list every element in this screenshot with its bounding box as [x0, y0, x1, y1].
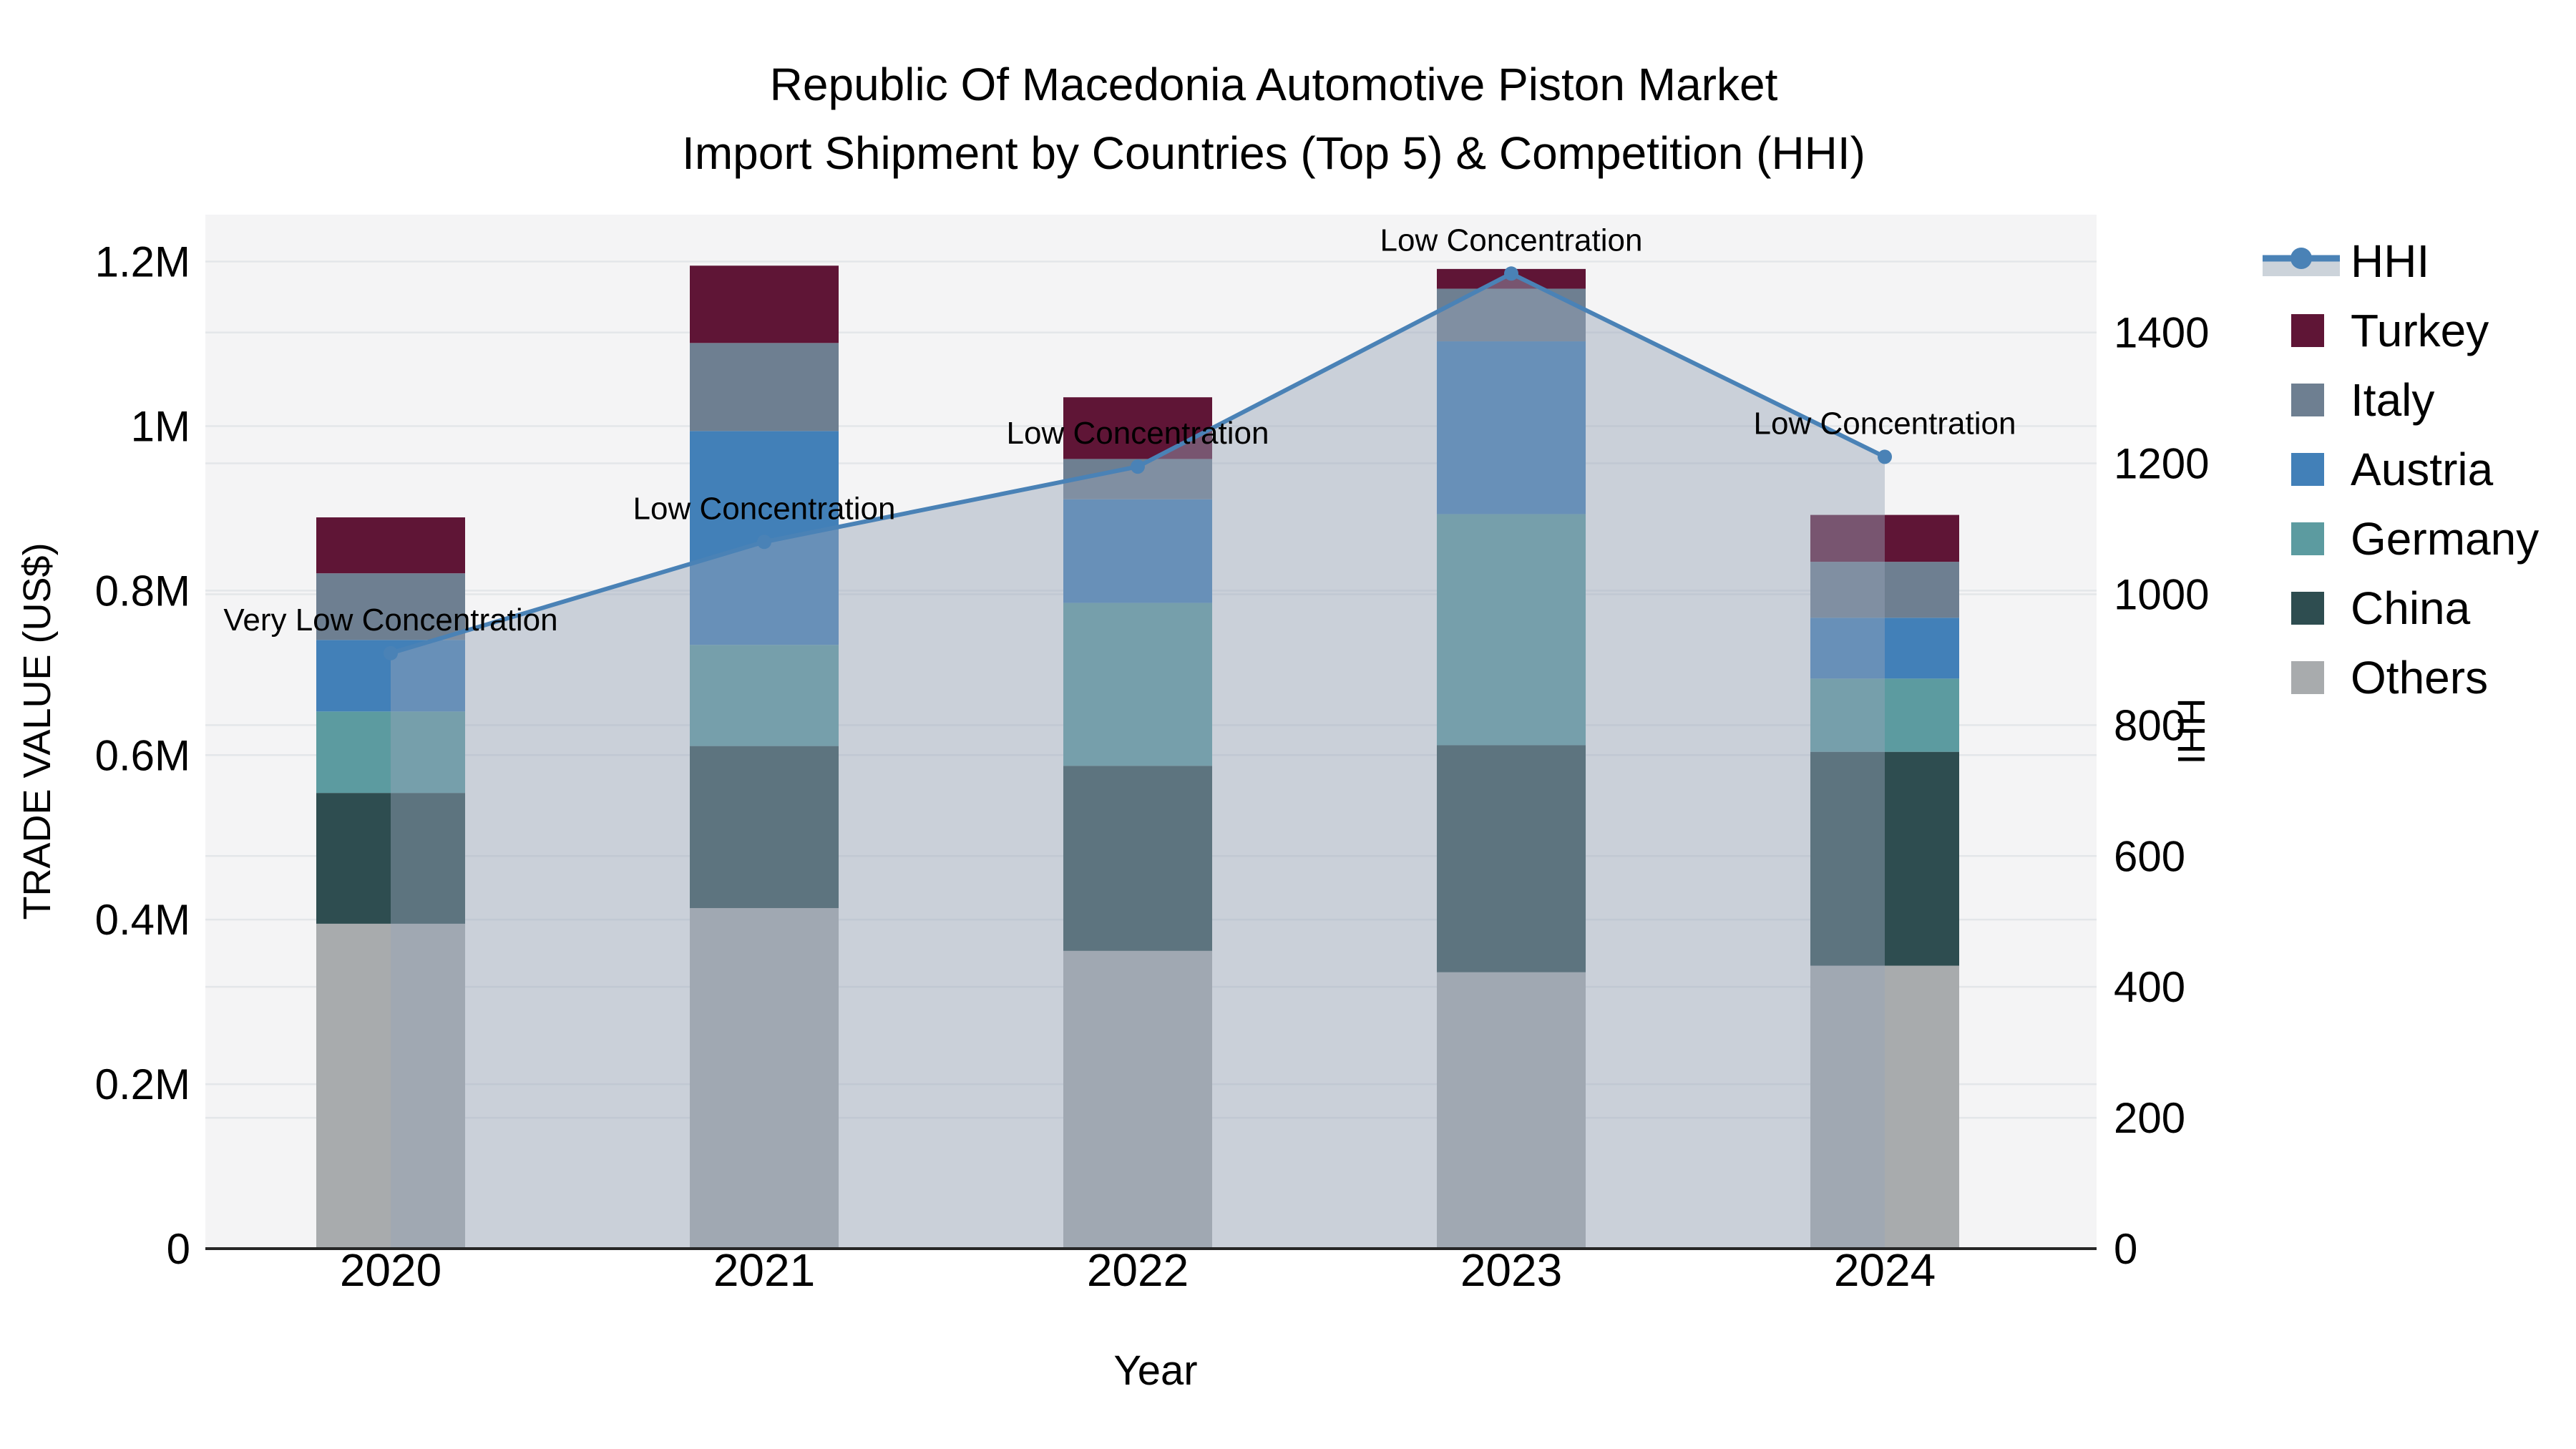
- chart-title-line2: Import Shipment by Countries (Top 5) & C…: [682, 127, 1865, 179]
- stacked-bars: [316, 265, 1959, 1249]
- right-tick-1400: 1400: [2114, 309, 2209, 357]
- right-axis-tick-labels: 0 200 400 600 800 1000 1200 1400: [2114, 309, 2209, 1273]
- legend-label-hhi: HHI: [2351, 235, 2429, 287]
- bar-segment-germany-2022: [1063, 602, 1212, 766]
- hhi-annotations: Very Low Concentration Low Concentration L…: [223, 223, 2016, 637]
- hhi-line-group: [384, 266, 1892, 660]
- left-tick-0.4M: 0.4M: [95, 896, 190, 944]
- legend-item-china: China: [2291, 582, 2471, 634]
- legend-label-italy: Italy: [2351, 374, 2434, 426]
- legend-swatch-germany: [2291, 522, 2324, 555]
- bar-segment-china-2021: [690, 746, 839, 909]
- annotation-2020: Very Low Concentration: [223, 602, 557, 638]
- legend-swatch-others: [2291, 661, 2324, 694]
- legend-label-china: China: [2351, 582, 2471, 634]
- bar-segment-italy-2020: [316, 573, 465, 640]
- legend-label-austria: Austria: [2351, 444, 2494, 495]
- bar-segment-china-2020: [316, 793, 465, 924]
- x-tick-2023: 2023: [1460, 1244, 1562, 1296]
- x-axis-title: Year: [1113, 1347, 1197, 1394]
- bar-segment-austria-2022: [1063, 499, 1212, 603]
- annotation-2024: Low Concentration: [1754, 406, 2016, 441]
- bar-segment-turkey-2024: [1810, 514, 1959, 562]
- x-tick-2024: 2024: [1834, 1244, 1936, 1296]
- bar-segment-germany-2021: [690, 645, 839, 746]
- legend: HHI Turkey Italy Austria Germany China Others: [2263, 235, 2539, 703]
- legend-label-others: Others: [2351, 652, 2488, 703]
- legend-swatch-china: [2291, 592, 2324, 625]
- right-tick-0: 0: [2114, 1225, 2137, 1273]
- bar-segment-germany-2023: [1437, 514, 1586, 746]
- bar-segment-china-2024: [1810, 751, 1959, 966]
- legend-label-turkey: Turkey: [2351, 305, 2489, 356]
- bar-segment-germany-2024: [1810, 678, 1959, 752]
- bar-segment-china-2022: [1063, 766, 1212, 951]
- bar-segment-others-2020: [316, 923, 465, 1249]
- left-tick-0: 0: [167, 1225, 190, 1273]
- left-axis-tick-labels: 0 0.2M 0.4M 0.6M 0.8M 1M 1.2M: [95, 238, 190, 1273]
- bar-segment-china-2023: [1437, 745, 1586, 972]
- legend-swatch-turkey: [2291, 314, 2324, 347]
- right-tick-1000: 1000: [2114, 570, 2209, 618]
- y-right-axis-title: HHI: [2170, 698, 2212, 765]
- legend-item-germany: Germany: [2291, 513, 2539, 565]
- legend-item-others: Others: [2291, 652, 2488, 703]
- legend-item-italy: Italy: [2291, 374, 2434, 426]
- legend-label-germany: Germany: [2351, 513, 2539, 565]
- x-axis-tick-labels: 2020 2021 2022 2023 2024: [340, 1244, 1936, 1296]
- legend-item-turkey: Turkey: [2291, 305, 2489, 356]
- bar-segment-austria-2023: [1437, 341, 1586, 514]
- right-tick-800: 800: [2114, 701, 2185, 749]
- hhi-point-2022: [1131, 459, 1145, 474]
- bar-segment-turkey-2021: [690, 265, 839, 343]
- hhi-point-2020: [384, 645, 398, 660]
- bar-segment-germany-2020: [316, 711, 465, 794]
- hhi-point-2023: [1504, 266, 1518, 281]
- left-tick-0.6M: 0.6M: [95, 731, 190, 779]
- y-left-axis-title: TRADE VALUE (US$): [16, 542, 59, 919]
- bar-segment-turkey-2020: [316, 517, 465, 574]
- bar-segment-others-2021: [690, 908, 839, 1249]
- right-tick-200: 200: [2114, 1094, 2185, 1142]
- left-tick-1M: 1M: [131, 402, 190, 450]
- left-tick-0.2M: 0.2M: [95, 1060, 190, 1108]
- bar-segment-turkey-2022: [1063, 397, 1212, 459]
- annotation-2023: Low Concentration: [1380, 223, 1643, 258]
- x-tick-2020: 2020: [340, 1244, 441, 1296]
- bar-segment-others-2022: [1063, 950, 1212, 1249]
- x-tick-2021: 2021: [713, 1244, 815, 1296]
- right-tick-400: 400: [2114, 963, 2185, 1011]
- left-tick-1.2M: 1.2M: [95, 238, 190, 286]
- bar-segment-italy-2021: [690, 343, 839, 431]
- bar-segment-austria-2024: [1810, 618, 1959, 679]
- legend-swatch-italy: [2291, 384, 2324, 416]
- x-tick-2022: 2022: [1087, 1244, 1189, 1296]
- bar-segment-italy-2024: [1810, 562, 1959, 618]
- right-tick-1200: 1200: [2114, 440, 2209, 488]
- legend-swatch-austria: [2291, 453, 2324, 486]
- right-tick-600: 600: [2114, 832, 2185, 880]
- legend-item-hhi: HHI: [2263, 235, 2429, 287]
- hhi-area-group: [391, 273, 1885, 1249]
- bar-segment-others-2023: [1437, 972, 1586, 1249]
- legend-item-austria: Austria: [2291, 444, 2494, 495]
- bar-segment-others-2024: [1810, 965, 1959, 1249]
- hhi-point-2024: [1878, 449, 1892, 464]
- annotation-2021: Low Concentration: [633, 491, 896, 526]
- annotation-2022: Low Concentration: [1007, 416, 1269, 451]
- hhi-area: [391, 273, 1885, 1249]
- chart-title-line1: Republic Of Macedonia Automotive Piston …: [770, 59, 1778, 110]
- legend-hhi-marker: [2290, 248, 2312, 269]
- left-tick-0.8M: 0.8M: [95, 567, 190, 615]
- hhi-point-2021: [757, 535, 771, 550]
